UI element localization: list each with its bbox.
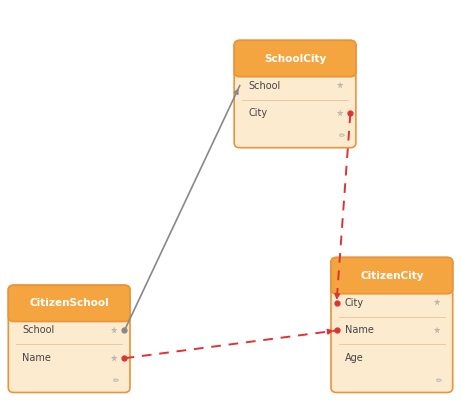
Text: ✏: ✏ (436, 375, 442, 384)
Text: ✏: ✏ (113, 375, 119, 384)
Text: ✯: ✯ (111, 354, 118, 363)
Text: School: School (22, 326, 54, 335)
Text: School: School (248, 81, 280, 91)
Text: ✯: ✯ (337, 81, 343, 90)
FancyBboxPatch shape (331, 257, 453, 392)
Text: City: City (345, 298, 364, 308)
Text: Age: Age (345, 353, 364, 363)
Text: SchoolCity: SchoolCity (264, 53, 326, 64)
Text: CitizenCity: CitizenCity (360, 271, 424, 281)
Text: ✏: ✏ (339, 131, 345, 140)
FancyBboxPatch shape (234, 40, 356, 77)
Text: City: City (248, 109, 267, 118)
Text: ✯: ✯ (434, 326, 440, 335)
Text: ✯: ✯ (434, 298, 440, 307)
FancyBboxPatch shape (8, 285, 130, 392)
Text: ✯: ✯ (111, 326, 118, 335)
FancyBboxPatch shape (8, 285, 130, 322)
Text: CitizenSchool: CitizenSchool (30, 298, 109, 308)
Text: Name: Name (345, 326, 374, 335)
FancyBboxPatch shape (331, 257, 453, 294)
Text: ✯: ✯ (337, 109, 343, 118)
Text: Name: Name (22, 353, 51, 363)
FancyBboxPatch shape (234, 40, 356, 148)
